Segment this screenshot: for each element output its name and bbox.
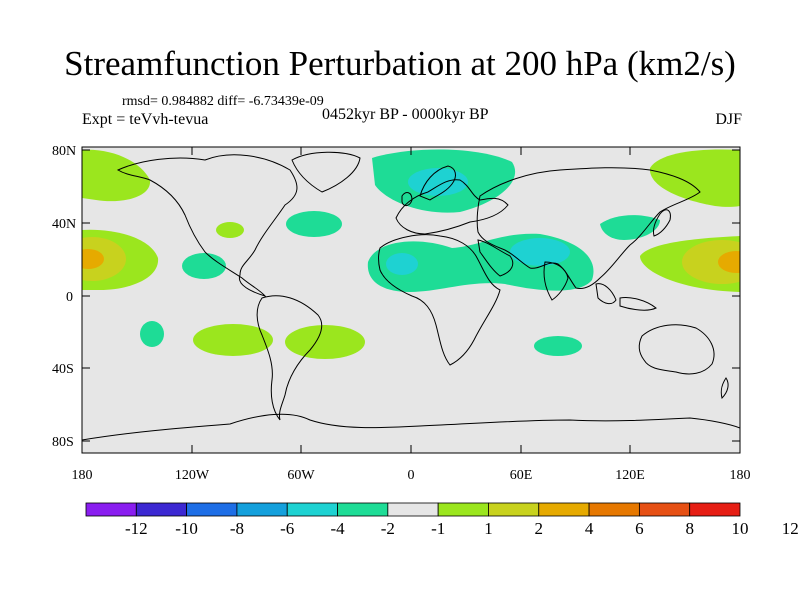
lat-ticks xyxy=(82,149,740,442)
colorbar-label: -4 xyxy=(330,519,345,538)
negative-core-sahara xyxy=(386,253,418,275)
colorbar-swatch xyxy=(638,502,691,517)
colorbar-label: 6 xyxy=(635,519,644,538)
stats-text: rmsd= 0.984882 diff= -6.73439e-09 xyxy=(122,94,324,109)
colorbar-swatch xyxy=(186,502,238,517)
lat-tick-label: 40N xyxy=(52,217,76,232)
lon-ticks xyxy=(81,147,741,453)
coastline-antarctica xyxy=(82,413,740,441)
colorbar-label: -2 xyxy=(381,519,395,538)
colorbar-label: 8 xyxy=(685,519,694,538)
coastline-south-america xyxy=(256,295,323,421)
lon-tick-label: 120W xyxy=(175,468,210,483)
positive-max-central-pacific xyxy=(82,249,104,269)
coastline-greenland xyxy=(291,151,361,193)
colorbar-label: 1 xyxy=(484,519,493,538)
colorbar-label: -8 xyxy=(230,519,244,538)
colorbar-swatch xyxy=(236,502,288,517)
lon-tick-label: 180 xyxy=(730,468,751,483)
coastline-africa xyxy=(378,234,501,366)
negative-core-scandinavia xyxy=(408,168,468,196)
contour-fields xyxy=(82,149,740,441)
period-label: 0452kyr BP - 0000kyr BP xyxy=(322,106,489,123)
lat-tick-label: 80S xyxy=(52,435,74,450)
colorbar-swatch xyxy=(588,502,640,517)
negative-region-south-indian xyxy=(534,336,582,356)
positive-region-south-atlantic xyxy=(285,325,365,359)
negative-region-north-atlantic xyxy=(286,211,342,237)
negative-region-south-pacific xyxy=(140,321,164,347)
coastline-new-zealand xyxy=(720,377,729,399)
map-title: Streamfunction Perturbation at 200 hPa (… xyxy=(64,44,736,83)
lat-tick-label: 80N xyxy=(52,144,76,159)
positive-region-north-pacific-east xyxy=(649,149,740,207)
coastline-europe xyxy=(395,179,509,235)
lon-tick-label: 120E xyxy=(615,468,645,483)
colorbar-swatch xyxy=(85,502,137,517)
experiment-label: Expt = teVvh-tevua xyxy=(82,111,209,128)
coastline-southeast-asia xyxy=(595,283,657,311)
coastline-north-america xyxy=(116,154,298,297)
colorbar-swatch xyxy=(538,502,590,517)
colorbar-label: 10 xyxy=(732,519,749,538)
coastline-scandinavia xyxy=(419,165,456,201)
lon-tick-label: 60W xyxy=(287,468,315,483)
colorbar-label: -10 xyxy=(175,519,198,538)
colorbar-swatch xyxy=(286,502,338,517)
positive-max-west-pacific xyxy=(718,251,740,273)
colorbar-swatch xyxy=(337,502,389,517)
colorbar-label: 2 xyxy=(535,519,544,538)
colorbar-swatch xyxy=(387,502,439,517)
lon-tick-label: 0 xyxy=(408,468,415,483)
lon-tick-label: 60E xyxy=(510,468,533,483)
colorbar-label: -6 xyxy=(280,519,294,538)
colorbar-label: 12 xyxy=(782,519,799,538)
coastline-british-isles xyxy=(401,192,413,207)
coastline-australia xyxy=(638,324,715,375)
colorbar-label: 4 xyxy=(585,519,594,538)
positive-region-small-pacific xyxy=(216,222,244,238)
colorbar-label: -1 xyxy=(431,519,445,538)
colorbar-swatch xyxy=(488,502,540,517)
colorbar: -12 -10 -8 -6 -4 -2 -1 1 2 4 6 8 10 12 xyxy=(85,502,799,538)
lon-tick-label: 180 xyxy=(72,468,93,483)
negative-region-east-pacific xyxy=(182,253,226,279)
colorbar-swatch xyxy=(437,502,489,517)
coastlines xyxy=(82,151,740,441)
colorbar-label: -12 xyxy=(125,519,148,538)
coastline-india xyxy=(543,261,569,301)
lat-tick-label: 0 xyxy=(66,290,73,305)
lat-tick-label: 40S xyxy=(52,362,74,377)
negative-core-arabia xyxy=(510,238,570,266)
coastline-japan xyxy=(653,209,671,237)
colorbar-swatch xyxy=(689,502,741,517)
negative-region-east-asia xyxy=(600,215,660,240)
coastline-asia xyxy=(476,167,701,289)
season-label: DJF xyxy=(715,111,742,128)
positive-core-west-pacific xyxy=(682,240,740,284)
positive-region-north-pacific-west xyxy=(82,149,151,202)
coastline-arabia xyxy=(477,239,514,277)
colorbar-swatch xyxy=(135,502,188,517)
positive-region-south-pacific xyxy=(193,324,273,356)
